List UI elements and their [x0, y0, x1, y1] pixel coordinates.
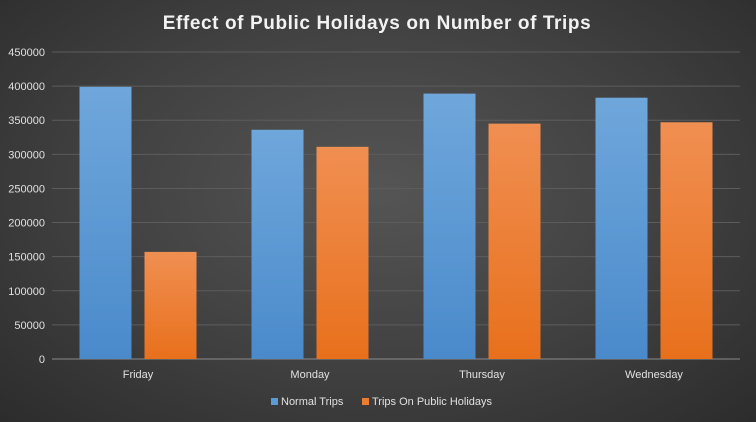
bars — [79, 86, 713, 360]
bar-normal-trips-friday — [79, 86, 132, 359]
bar-public-holidays-thursday — [488, 123, 541, 359]
bar-public-holidays-monday — [316, 146, 369, 359]
legend-swatch — [362, 398, 369, 405]
y-tick-label: 250000 — [8, 183, 45, 195]
legend: Normal Trips Trips On Public Holidays — [271, 396, 493, 408]
y-tick-label: 300000 — [8, 149, 45, 161]
x-axis-ticks: Friday Monday Thursday Wednesday — [123, 369, 684, 381]
x-tick-label: Monday — [290, 369, 330, 381]
bar-normal-trips-thursday — [423, 93, 476, 360]
x-tick-label: Thursday — [459, 369, 505, 381]
y-tick-label: 100000 — [8, 286, 45, 298]
y-tick-label: 0 — [39, 354, 45, 366]
chart-title: Effect of Public Holidays on Number of T… — [163, 13, 592, 34]
bar-normal-trips-monday — [251, 129, 304, 359]
bar-public-holidays-friday — [144, 251, 197, 359]
y-tick-label: 200000 — [8, 218, 45, 230]
y-axis-ticks: 0 50000 100000 150000 200000 250000 300000 3500… — [8, 47, 45, 366]
bar-normal-trips-wednesday — [595, 97, 648, 359]
y-tick-label: 350000 — [8, 115, 45, 127]
y-tick-label: 50000 — [14, 320, 45, 332]
x-tick-label: Friday — [123, 369, 154, 381]
legend-swatch — [271, 398, 278, 405]
x-tick-label: Wednesday — [625, 369, 683, 381]
y-tick-label: 150000 — [8, 252, 45, 264]
bar-public-holidays-wednesday — [660, 122, 713, 359]
y-tick-label: 400000 — [8, 81, 45, 93]
legend-label: Normal Trips — [281, 396, 344, 408]
y-tick-label: 450000 — [8, 47, 45, 59]
legend-label: Trips On Public Holidays — [372, 396, 493, 408]
